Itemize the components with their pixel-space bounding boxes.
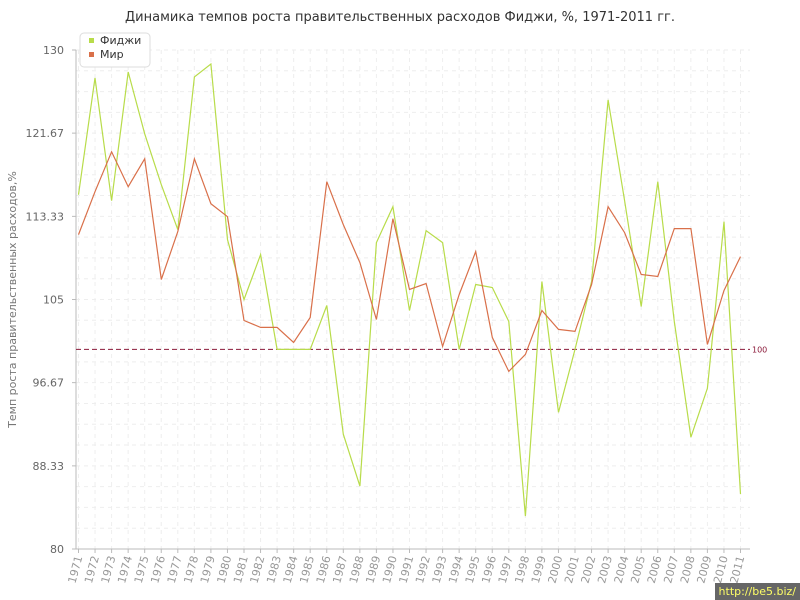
legend-label-1: Мир — [100, 48, 124, 61]
reference-line-label: 100 — [752, 345, 767, 354]
y-tick-label: 113.33 — [26, 210, 65, 223]
y-tick-label: 96.67 — [33, 377, 65, 390]
legend-box — [79, 32, 151, 68]
y-tick-label: 105 — [43, 294, 64, 307]
y-tick-label: 88.33 — [33, 460, 65, 473]
x-tick-label: 2011 — [728, 554, 748, 584]
y-tick-label: 80 — [50, 543, 64, 556]
legend-label-0: Фиджи — [100, 34, 141, 47]
legend-swatch-1 — [89, 52, 94, 57]
chart-title: Динамика темпов роста правительственных … — [125, 10, 675, 25]
watermark-link[interactable]: http://be5.biz/ — [714, 583, 800, 600]
y-tick-label: 121.67 — [26, 127, 65, 140]
y-axis-label: Темп роста правительственных расходов,% — [6, 171, 19, 429]
y-tick-label: 130 — [43, 44, 64, 57]
legend-swatch-0 — [89, 38, 94, 43]
series-line-0 — [77, 62, 742, 517]
series-line-1 — [77, 150, 742, 373]
